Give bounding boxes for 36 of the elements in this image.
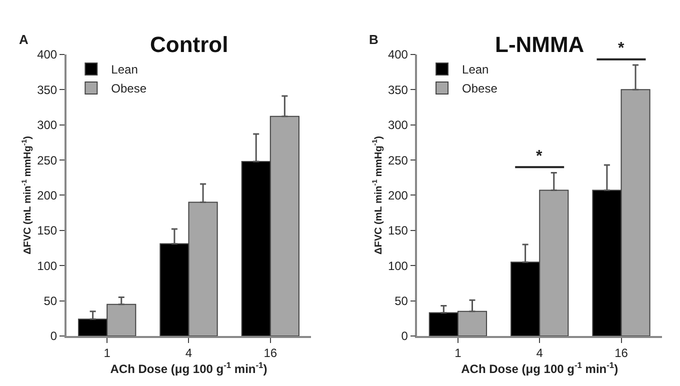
text: A xyxy=(19,32,29,47)
x-axis-title: ACh Dose (μg 100 g$^{-1}$ min$^{-1}$) xyxy=(461,360,618,376)
y-tick-label: 350 xyxy=(37,82,58,97)
legend-label: Obese xyxy=(462,82,498,96)
x-tick-label: 1 xyxy=(454,346,462,360)
legend-label: Lean xyxy=(462,62,489,77)
x-tick-label: 16 xyxy=(264,346,278,360)
y-tick-label: 400 xyxy=(37,48,58,62)
legend-label: Obese xyxy=(111,82,147,96)
x-tick-label: 16 xyxy=(614,346,628,360)
annotation: * xyxy=(536,148,543,165)
chart-title: L-NMMA xyxy=(495,32,584,57)
x-tick-label: 4 xyxy=(536,346,544,360)
annotation: * xyxy=(618,40,625,57)
y-tick-label: 0 xyxy=(50,329,58,344)
y-tick-label: 50 xyxy=(44,294,58,308)
y-tick-label: 350 xyxy=(388,82,408,97)
chart-title: Control xyxy=(150,32,228,57)
text: B xyxy=(369,32,378,47)
y-tick-label: 250 xyxy=(388,153,408,168)
y-tick-label: 200 xyxy=(37,188,58,202)
y-tick-label: 300 xyxy=(388,118,408,132)
y-tick-label: 50 xyxy=(394,294,408,308)
y-tick-label: 150 xyxy=(388,224,408,238)
y-tick-label: 100 xyxy=(37,258,58,273)
y-tick-label: 100 xyxy=(388,258,408,273)
x-axis-title: ACh Dose (μg 100 g$^{-1}$ min$^{-1}$) xyxy=(110,360,268,376)
x-tick-label: 4 xyxy=(185,346,192,360)
y-tick-label: 300 xyxy=(37,118,58,132)
y-tick-label: 200 xyxy=(388,188,408,202)
y-tick-label: 400 xyxy=(388,48,408,62)
legend-label: Lean xyxy=(111,62,138,77)
y-tick-label: 250 xyxy=(37,153,58,168)
x-tick-label: 1 xyxy=(104,346,111,360)
y-tick-label: 150 xyxy=(37,224,58,238)
y-tick-label: 0 xyxy=(401,329,408,344)
